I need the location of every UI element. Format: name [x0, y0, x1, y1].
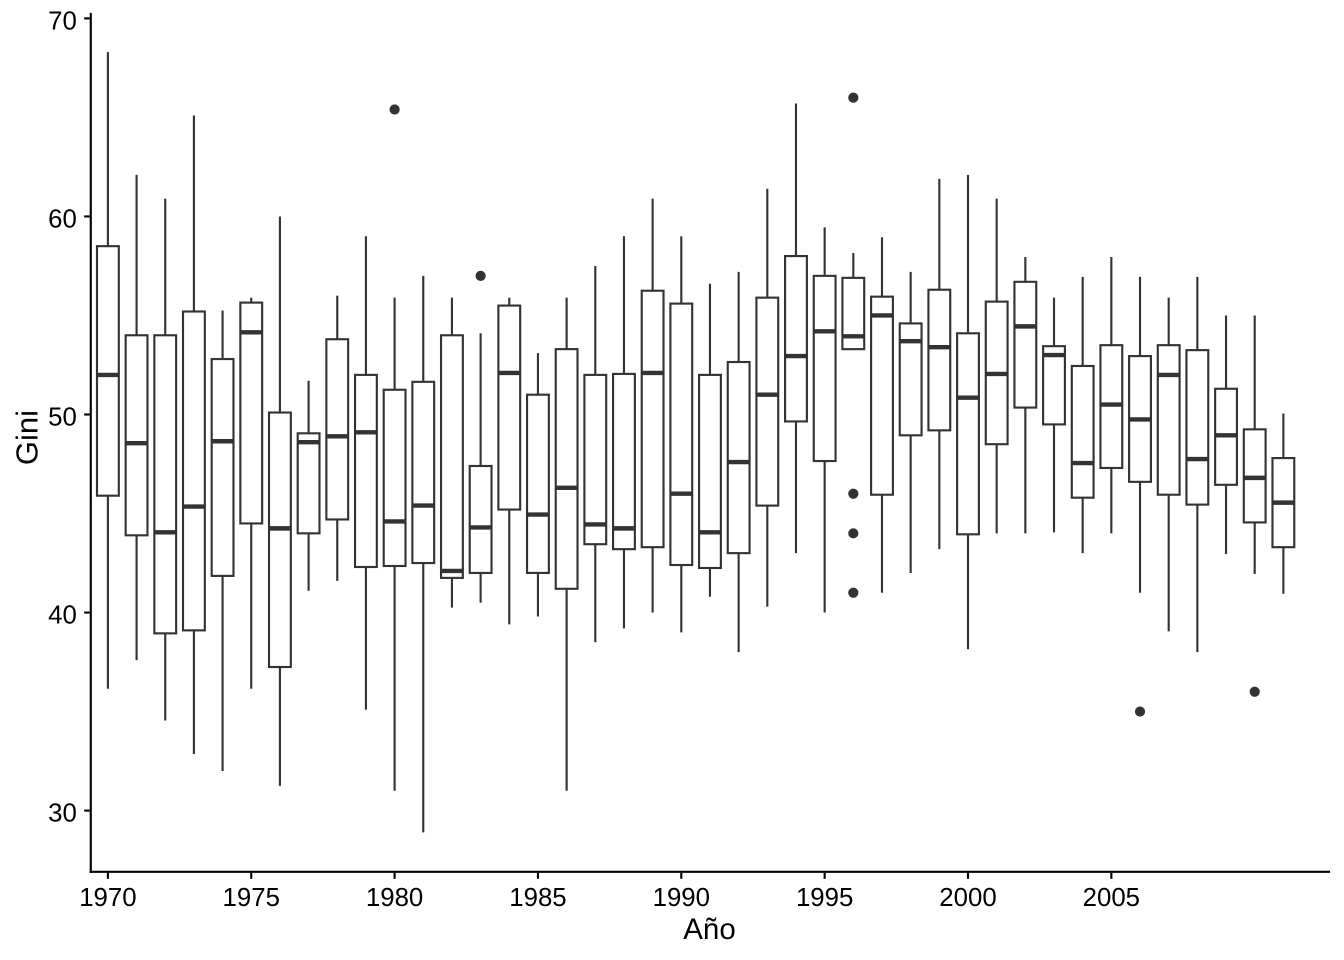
svg-text:60: 60 [48, 205, 77, 233]
svg-text:1980: 1980 [366, 884, 423, 912]
svg-text:1975: 1975 [223, 884, 280, 912]
svg-text:30: 30 [48, 800, 77, 828]
svg-text:2005: 2005 [1083, 884, 1140, 912]
svg-text:70: 70 [48, 7, 77, 35]
svg-text:2000: 2000 [939, 884, 996, 912]
svg-text:1985: 1985 [509, 884, 566, 912]
svg-text:40: 40 [48, 602, 77, 630]
svg-text:1970: 1970 [79, 884, 136, 912]
svg-text:1990: 1990 [653, 884, 710, 912]
svg-text:50: 50 [48, 404, 77, 432]
svg-text:Año: Año [683, 913, 736, 946]
svg-text:1995: 1995 [796, 884, 853, 912]
svg-text:Gini: Gini [10, 410, 45, 465]
